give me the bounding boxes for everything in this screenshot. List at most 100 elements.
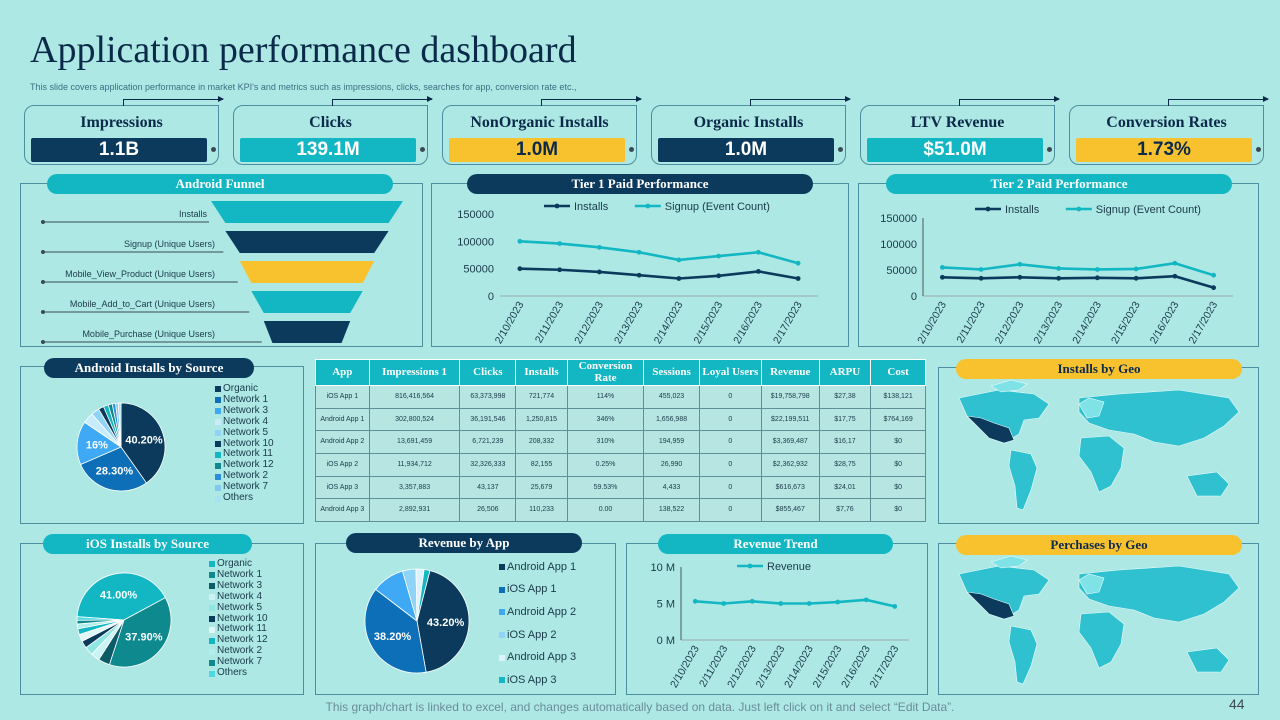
pie-slice <box>364 588 427 674</box>
arrow-icon <box>959 96 1060 106</box>
revenue-by-app-pie: 43.20% 38.20% <box>364 568 470 674</box>
kpi-card: Organic Installs 1.0M <box>651 96 851 165</box>
kpi-card: Impressions 1.1B <box>24 96 224 165</box>
arrow-icon <box>750 96 851 106</box>
table-cell: $27,38 <box>818 385 872 409</box>
funnel-stage <box>211 201 403 223</box>
legend-swatch <box>215 462 221 469</box>
data-point <box>1133 266 1139 272</box>
legend-label: Organic <box>217 558 253 569</box>
legend-item: Network 11 <box>215 449 274 460</box>
funnel-stage-label: Mobile_Add_to_Cart (Unique Users) <box>70 299 215 309</box>
south-america-shape <box>1008 449 1038 511</box>
table-cell: iOS App 3 <box>315 475 370 500</box>
data-point <box>596 244 602 250</box>
pie-slice <box>416 570 470 673</box>
table-cell: 25,679 <box>515 475 568 500</box>
legend-label: iOS App 1 <box>507 583 557 596</box>
kpi-label: Conversion Rates <box>1106 114 1227 131</box>
table-cell: $16,17 <box>818 430 872 455</box>
funnel-stage-label: Installs <box>179 209 208 219</box>
table-cell: 0 <box>698 385 762 409</box>
data-point <box>806 601 812 606</box>
y-tick-label: 10 M <box>651 562 675 574</box>
legend-swatch <box>215 430 221 437</box>
table-cell: $616,673 <box>760 475 820 500</box>
page-title: Application performance dashboard <box>30 29 577 71</box>
data-point <box>978 275 984 281</box>
data-point <box>716 253 722 259</box>
legend-swatch <box>215 440 221 447</box>
legend-marker <box>645 203 651 209</box>
data-point <box>676 276 682 281</box>
tier1-chart: 0 50000 100000 150000 2/10/2023 2/11/2023 2/12… <box>457 201 818 346</box>
table-header-cell: Revenue <box>760 358 820 387</box>
table-cell: 0 <box>698 407 762 432</box>
page-subtitle: This slide covers application performanc… <box>30 82 577 92</box>
table-cell: 1,656,988 <box>643 407 700 432</box>
table-cell: 0 <box>698 498 762 522</box>
funnel-leader-dot <box>41 340 45 344</box>
page-number: 44 <box>1229 696 1245 712</box>
table-cell: 110,233 <box>515 498 568 522</box>
kpi-card: Conversion Rates 1.73% <box>1069 96 1269 165</box>
legend-label: Network 10 <box>223 437 274 449</box>
table-header-cell: Loyal Users <box>698 358 762 387</box>
revenue-trend-title: Revenue Trend <box>658 534 893 554</box>
legend-label: iOS App 3 <box>507 673 557 686</box>
legend-label: Installs <box>1005 204 1040 216</box>
arrow-icon <box>123 96 224 106</box>
legend-item: Network 4 <box>215 415 274 428</box>
table-header-cell: Impressions 1 <box>368 358 461 387</box>
x-tick-label: 2/11/2023 <box>954 299 987 345</box>
table-row: iOS App 2 11,934,712 32,326,333 82,155 0.25%… <box>315 453 926 477</box>
legend-item: Network 10 <box>209 612 268 625</box>
legend-item: iOS App 3 <box>499 669 576 692</box>
funnel-stage <box>239 261 375 283</box>
dot-icon <box>420 147 425 152</box>
legend-label: Network 10 <box>217 612 268 624</box>
pie-slice <box>80 446 147 492</box>
purchases-geo-map <box>958 555 1240 685</box>
data-point <box>1017 261 1023 267</box>
table-cell: 6,721,239 <box>459 430 517 455</box>
legend-swatch <box>209 659 215 666</box>
data-point <box>1133 275 1139 281</box>
pie-data-label: 37.90% <box>125 632 163 644</box>
revenue-by-app-legend: Android App 1 iOS App 1 Android App 2 iOS A… <box>499 556 576 692</box>
legend-item: Network 3 <box>209 580 268 592</box>
revenue-by-app-panel: 43.20% 38.20% Android App 1 iOS App 1 Andro… <box>315 543 616 695</box>
table-cell: iOS App 1 <box>315 385 370 409</box>
legend-label: Signup (Event Count) <box>1096 204 1201 216</box>
legend-swatch <box>215 386 221 393</box>
legend-label: Network 4 <box>217 590 263 602</box>
table-cell: 32,326,333 <box>459 453 517 477</box>
legend-item: Network 1 <box>215 394 274 406</box>
legend-item: Android App 3 <box>499 646 576 669</box>
y-tick-label: 5 M <box>657 599 675 611</box>
installs-geo-title: Installs by Geo <box>956 359 1242 379</box>
tier2-panel: 0 50000 100000 150000 2/10/2023 2/11/2023 2/12… <box>858 183 1259 347</box>
legend-label: Others <box>223 492 254 504</box>
data-point <box>835 599 841 605</box>
android-installs-title: Android Installs by Source <box>44 358 254 378</box>
purchases-geo-title: Perchases by Geo <box>956 535 1242 555</box>
legend-label: Network 2 <box>217 645 263 657</box>
revenue-by-app-title: Revenue by App <box>346 533 582 553</box>
legend-item: Organic <box>209 558 268 570</box>
legend-label: Network 3 <box>223 404 269 416</box>
table-cell: 0 <box>698 430 762 455</box>
table-row: iOS App 3 3,357,883 43,137 25,679 59.53% 4,43… <box>315 475 926 500</box>
legend-label: Network 4 <box>223 415 269 427</box>
series-line <box>519 267 799 280</box>
pie-slice <box>76 421 122 466</box>
legend-item: Android App 1 <box>499 556 576 579</box>
kpi-card: Clicks 139.1M <box>233 96 433 165</box>
usa-shape <box>966 415 1015 444</box>
legend-swatch <box>209 615 215 622</box>
legend-item: Network 3 <box>215 404 274 417</box>
legend-swatch <box>209 626 215 633</box>
purchases-geo-panel <box>938 543 1259 695</box>
pie-slice <box>416 569 431 622</box>
legend-swatch <box>215 419 221 426</box>
